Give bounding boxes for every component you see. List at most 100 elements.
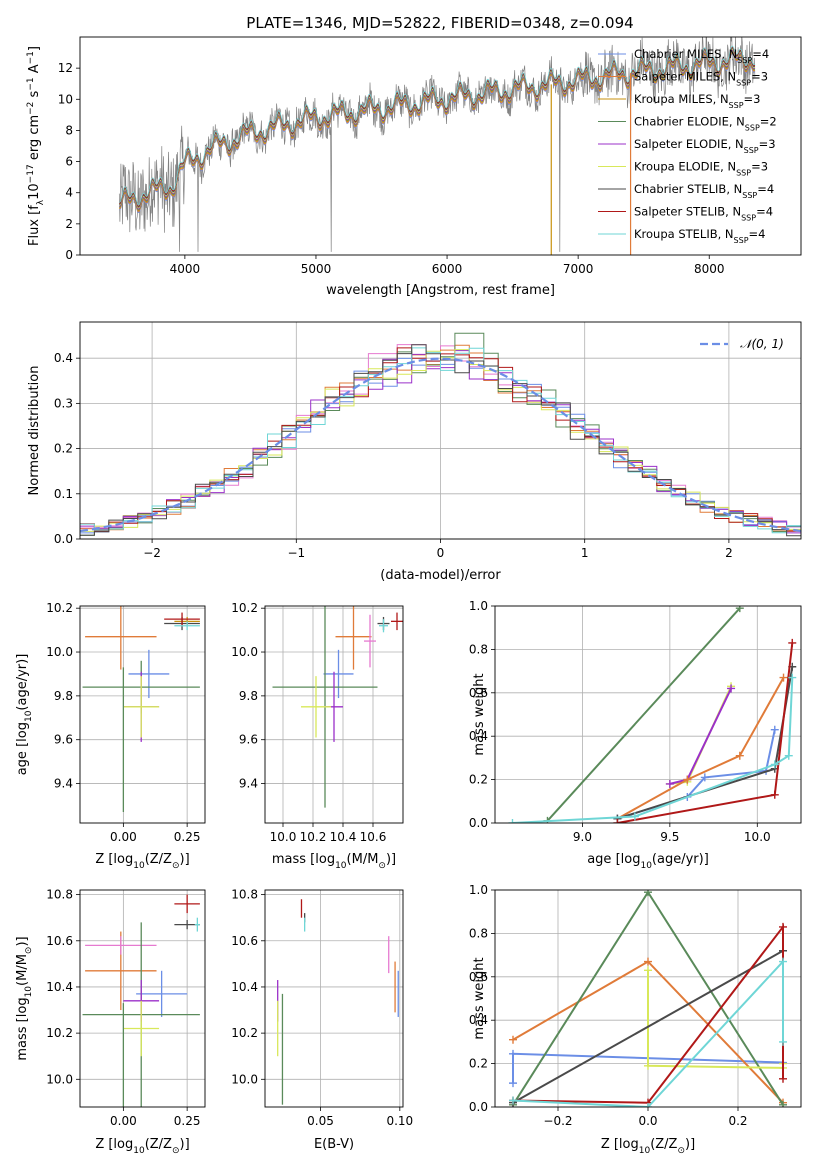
legend-label: Chabrier STELIB, NSSP=4 — [634, 182, 774, 200]
spectrum-ylabel-part: λ — [36, 199, 46, 205]
x-tick-label: 7000 — [563, 262, 594, 276]
spectrum-ylabel-part: −2 — [26, 102, 36, 115]
y-tick-label: 0.0 — [469, 816, 488, 830]
residuals-axes: −2 −1 0 1 2 0.0 0.1 0.2 0.3 0.4 — [54, 322, 801, 560]
spectrum-ylabel-part: −1 — [26, 51, 36, 64]
weight-marker — [770, 760, 779, 769]
mass_vs_Z-frame — [79, 889, 206, 1108]
histogram-chabrier-stelib — [80, 344, 801, 537]
weight_vs_Z-xlabel-part: Z [log — [601, 1137, 639, 1152]
y-tick-label: 1.0 — [469, 599, 488, 613]
y-tick-label: 10.6 — [46, 934, 73, 948]
age_vs_mass-frame — [264, 605, 404, 824]
x-tick-label: 1 — [581, 546, 589, 560]
weight_vs_Z-axes: −0.2 0.0 0.2 0.0 0.2 0.4 0.6 0.8 1.0 — [469, 883, 801, 1128]
x-tick-label: 0.0 — [638, 1114, 657, 1128]
spectrum-frame — [79, 36, 802, 256]
weight-marker — [509, 1079, 517, 1088]
weight-marker — [788, 673, 797, 682]
spectrum-ylabel-part: −17 — [26, 164, 36, 183]
mass_vs_Z-xlabel-part: )] — [180, 1137, 190, 1152]
age_vs_Z-xlabel-part: (Z/Z — [145, 852, 172, 867]
weight-line-kroupa-stelib — [512, 677, 794, 823]
y-tick-label: 9.6 — [54, 733, 73, 747]
x-tick-label: 10.4 — [330, 830, 357, 844]
mass_vs_Z-xlabel-part: ⊙ — [172, 1146, 180, 1156]
y-tick-label: 9.6 — [239, 733, 258, 747]
weight-line-salpeter-miles — [616, 677, 785, 820]
legend-label: Kroupa MILES, NSSP=3 — [634, 92, 760, 110]
weight-marker — [779, 922, 787, 931]
x-tick-label: 6000 — [432, 262, 463, 276]
y-tick-label: 0.4 — [54, 351, 73, 365]
histogram-kroupa-stelib — [80, 347, 801, 534]
legend-label: Chabrier MILES, NSSP=4 — [634, 47, 769, 65]
y-tick-label: 0.1 — [54, 487, 73, 501]
mass_vs_Z-xlabel-part: (Z/Z — [145, 1137, 172, 1152]
weight-marker — [665, 779, 674, 788]
spectrum-ylabel-part: erg cm — [27, 115, 42, 164]
x-tick-label: 0.25 — [174, 1114, 201, 1128]
weight_vs_Z-xlabel-part: (Z/Z — [650, 1137, 677, 1152]
age_vs_mass-xlabel-part: 10 — [335, 861, 347, 871]
weight-marker — [644, 966, 652, 975]
legend-label: Salpeter MILES, NSSP=3 — [634, 70, 768, 88]
weight-marker — [727, 684, 736, 693]
age_vs_mass-xlabel-part: ⊙ — [378, 861, 386, 871]
y-tick-label: 0.6 — [469, 970, 488, 984]
mass-vs-Z-ylabel-part: 10 — [24, 986, 34, 998]
y-tick-label: 9.8 — [54, 689, 73, 703]
x-tick-label: 5000 — [301, 262, 332, 276]
weight-marker — [700, 773, 709, 782]
y-tick-label: 10.8 — [46, 888, 73, 902]
weight-marker — [770, 790, 779, 799]
legend-label: Salpeter ELODIE, NSSP=3 — [634, 137, 776, 155]
age_vs_Z-xlabel-part: 10 — [133, 861, 145, 871]
weight_vs_age-xlabel-part: 10 — [640, 861, 652, 871]
weight-marker — [735, 751, 744, 760]
y-tick-label: 0.2 — [469, 773, 488, 787]
residuals-frame — [79, 321, 802, 540]
mass_vs_Z-plot-area — [82, 894, 200, 1107]
weight_vs_age-frame — [494, 605, 802, 824]
age_vs_mass-plot-area — [272, 606, 403, 808]
age-vs-Z-ylabel: age [log10(age/yr)] — [15, 654, 34, 776]
weight-marker — [770, 725, 779, 734]
y-tick-label: 6 — [65, 155, 73, 169]
x-tick-label: 8000 — [694, 262, 725, 276]
weight-marker — [784, 751, 793, 760]
weight-marker — [683, 775, 692, 784]
age-vs-Z-ylabel-part: (age/yr)] — [15, 654, 30, 711]
weight-marker — [630, 812, 639, 821]
legend-label: Salpeter STELIB, NSSP=4 — [634, 205, 773, 223]
weight-marker — [779, 1100, 787, 1107]
y-tick-label: 10.4 — [231, 980, 258, 994]
y-tick-label: 10.2 — [231, 1026, 258, 1040]
weight_vs_age-xlabel: age [log10(age/yr)] — [587, 852, 709, 871]
weight-marker — [735, 606, 744, 613]
mass-vs-Z-ylabel-part: ⊙ — [24, 947, 34, 955]
age_vs_mass-xlabel-part: )] — [386, 852, 396, 867]
weight_vs_age-xlabel-part: (age/yr)] — [652, 852, 709, 867]
mass_vs_Z-axes: 0.00 0.25 10.0 10.2 10.4 10.6 10.8 — [46, 888, 205, 1128]
y-tick-label: 0.6 — [469, 686, 488, 700]
x-tick-label: 0.00 — [110, 830, 137, 844]
y-tick-label: 0.2 — [469, 1057, 488, 1071]
legend-label: 𝒩(0, 1) — [740, 337, 784, 351]
y-tick-label: 10.2 — [231, 601, 258, 615]
y-tick-label: 0.0 — [469, 1100, 488, 1114]
weight-marker — [509, 1035, 517, 1044]
weight-marker — [613, 819, 622, 823]
mass_vs_ebv-frame — [264, 889, 404, 1108]
x-tick-label: 4000 — [170, 262, 201, 276]
y-tick-label: 10.2 — [46, 601, 73, 615]
spectrum-ylabel-part: 10 — [27, 183, 42, 200]
weight-line-kroupa-stelib — [512, 959, 784, 1107]
y-tick-label: 9.4 — [239, 777, 258, 791]
age-vs-Z-ylabel-part: age [log — [15, 722, 30, 775]
y-tick-label: 10.0 — [46, 645, 73, 659]
age_vs_Z-xlabel-part: )] — [180, 852, 190, 867]
weight_vs_Z-xlabel-part: 10 — [639, 1146, 651, 1156]
weight-marker — [644, 957, 652, 966]
